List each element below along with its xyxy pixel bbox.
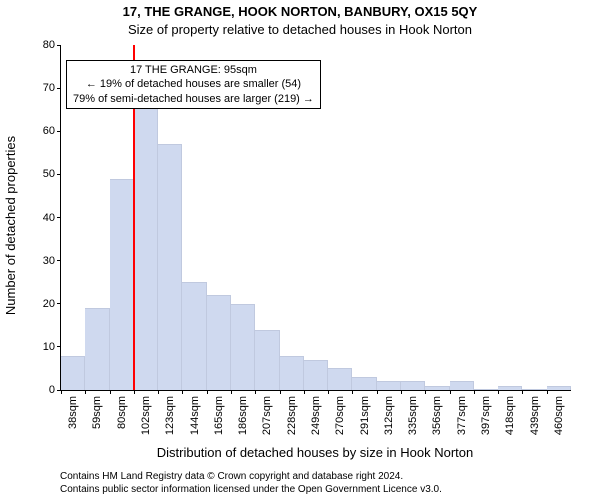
footer-line1: Contains HM Land Registry data © Crown c… [60,470,442,483]
x-tick-label: 397sqm [480,396,492,435]
annotation-line: ← 19% of detached houses are smaller (54… [73,77,314,91]
histogram-bar [61,356,85,391]
x-tick-label: 291sqm [359,396,371,435]
y-tick-label: 0 [49,384,55,396]
histogram-bar [328,368,352,390]
footer-credits: Contains HM Land Registry data © Crown c… [60,470,442,496]
histogram-bar [352,377,376,390]
x-tick-label: 80sqm [116,396,128,429]
histogram-bar [134,101,158,390]
histogram-bar [207,295,231,390]
annotation-line: 79% of semi-detached houses are larger (… [73,92,314,106]
x-tick-label: 439sqm [529,396,541,435]
x-tick-label: 377sqm [456,396,468,435]
y-tick-label: 80 [43,39,55,51]
histogram-bar [85,308,109,390]
histogram-bar [304,360,328,390]
y-tick-label: 10 [43,341,55,353]
y-tick-label: 30 [43,255,55,267]
annotation-line: 17 THE GRANGE: 95sqm [73,63,314,77]
footer-line2: Contains public sector information licen… [60,483,442,496]
y-tick-label: 50 [43,168,55,180]
x-axis-label: Distribution of detached houses by size … [60,445,570,460]
chart-title-sub: Size of property relative to detached ho… [0,22,600,37]
x-tick-label: 207sqm [261,396,273,435]
x-tick-label: 123sqm [164,396,176,435]
chart-title-main: 17, THE GRANGE, HOOK NORTON, BANBURY, OX… [0,4,600,19]
histogram-bar [280,356,304,391]
histogram-bar [474,389,498,390]
histogram-bar [425,386,449,390]
annotation-box: 17 THE GRANGE: 95sqm← 19% of detached ho… [66,60,321,109]
x-tick-label: 38sqm [67,396,79,429]
x-tick-label: 270sqm [334,396,346,435]
x-tick-label: 356sqm [431,396,443,435]
histogram-bar [522,389,546,390]
x-tick-label: 249sqm [310,396,322,435]
y-axis-label: Number of detached properties [3,53,18,398]
x-tick-label: 460sqm [553,396,565,435]
histogram-bar [231,304,255,390]
y-tick-label: 60 [43,125,55,137]
x-tick-label: 144sqm [189,396,201,435]
histogram-bar [450,381,474,390]
x-tick-label: 312sqm [383,396,395,435]
x-tick-label: 165sqm [213,396,225,435]
x-tick-label: 59sqm [91,396,103,429]
histogram-bar [182,282,206,390]
y-tick-label: 20 [43,298,55,310]
x-tick-label: 186sqm [237,396,249,435]
histogram-bar [401,381,425,390]
x-tick-label: 102sqm [140,396,152,435]
y-tick-label: 40 [43,212,55,224]
histogram-bar [158,144,182,390]
histogram-bar [377,381,401,390]
histogram-bar [498,386,522,390]
y-tick-label: 70 [43,82,55,94]
x-tick-label: 418sqm [504,396,516,435]
x-tick-label: 228sqm [286,396,298,435]
histogram-bar [110,179,134,390]
plot-area: 0102030405060708038sqm59sqm80sqm102sqm12… [60,45,571,391]
histogram-bar [547,386,571,390]
histogram-bar [255,330,279,390]
x-tick-label: 335sqm [407,396,419,435]
